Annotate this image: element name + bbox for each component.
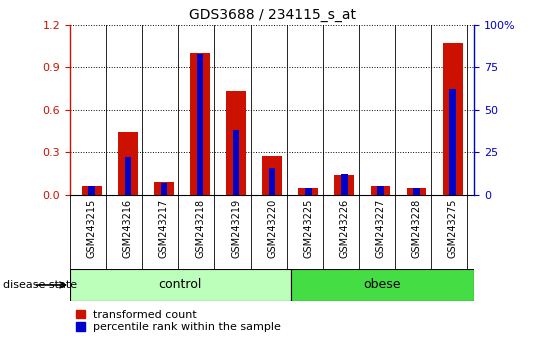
- Bar: [190, 53, 210, 195]
- Bar: [70, 269, 291, 301]
- Bar: [262, 156, 282, 195]
- Text: GSM243219: GSM243219: [231, 198, 241, 258]
- Text: GSM243218: GSM243218: [195, 198, 205, 258]
- Text: GSM243215: GSM243215: [87, 198, 96, 258]
- Title: GDS3688 / 234115_s_at: GDS3688 / 234115_s_at: [189, 8, 356, 22]
- Bar: [161, 183, 167, 195]
- Text: control: control: [158, 279, 202, 291]
- Text: GSM243227: GSM243227: [376, 198, 385, 258]
- Bar: [88, 186, 95, 195]
- Bar: [154, 182, 174, 195]
- Text: GSM243220: GSM243220: [267, 198, 277, 258]
- Bar: [197, 54, 203, 195]
- Bar: [125, 157, 131, 195]
- Text: GSM243225: GSM243225: [303, 198, 313, 258]
- Bar: [82, 186, 102, 195]
- Bar: [305, 188, 312, 195]
- Text: GSM243228: GSM243228: [412, 198, 421, 258]
- Bar: [269, 167, 275, 195]
- Bar: [299, 188, 318, 195]
- Text: GSM243275: GSM243275: [448, 198, 458, 258]
- Bar: [335, 175, 354, 195]
- Bar: [118, 132, 138, 195]
- Legend: transformed count, percentile rank within the sample: transformed count, percentile rank withi…: [75, 310, 281, 332]
- Text: GSM243217: GSM243217: [159, 198, 169, 258]
- Bar: [377, 186, 384, 195]
- Bar: [406, 188, 426, 195]
- Bar: [291, 269, 474, 301]
- Bar: [443, 43, 462, 195]
- Text: GSM243216: GSM243216: [123, 198, 133, 258]
- Text: disease state: disease state: [3, 280, 77, 290]
- Text: obese: obese: [364, 279, 401, 291]
- Bar: [450, 89, 456, 195]
- Bar: [226, 91, 246, 195]
- Text: GSM243226: GSM243226: [340, 198, 349, 258]
- Bar: [341, 174, 348, 195]
- Bar: [413, 188, 420, 195]
- Bar: [370, 186, 390, 195]
- Bar: [233, 130, 239, 195]
